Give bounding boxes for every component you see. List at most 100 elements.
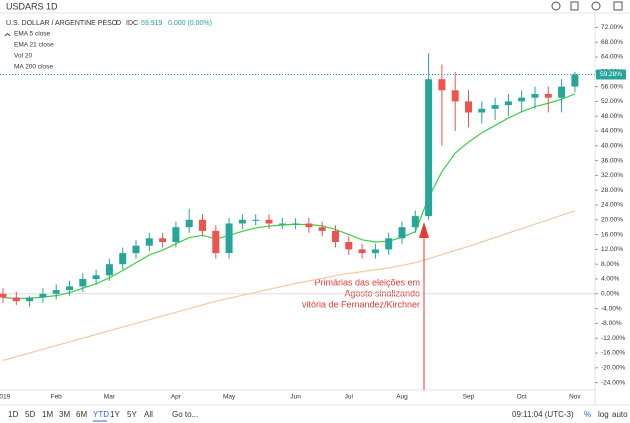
candle-body xyxy=(318,227,326,231)
candle-body xyxy=(425,79,433,217)
candle-body xyxy=(199,219,206,231)
y-tick-label: 56.00% xyxy=(601,83,623,90)
candle-body xyxy=(491,105,499,109)
candle-body xyxy=(558,86,566,98)
candle-body xyxy=(438,79,446,91)
candle-body xyxy=(12,297,20,302)
candle-body xyxy=(26,297,34,302)
x-tick-label: Apr xyxy=(171,394,182,401)
y-tick-label: -16.00% xyxy=(601,350,625,357)
candle-body xyxy=(544,94,552,98)
range-button[interactable]: 5D xyxy=(25,410,35,419)
y-tick-label: 12.00% xyxy=(601,246,623,253)
range-button[interactable]: 3M xyxy=(59,410,70,419)
candle-body xyxy=(185,219,193,228)
candle-body xyxy=(79,279,87,287)
last-price-box xyxy=(596,69,626,80)
range-button[interactable]: 1Y xyxy=(110,410,120,419)
candle-body xyxy=(504,101,512,106)
candle-body xyxy=(105,264,113,276)
chart-title: U.S. DOLLAR / ARGENTINE PESO xyxy=(6,20,118,27)
y-tick-label: 64.00% xyxy=(601,54,623,61)
candle-body xyxy=(172,227,180,242)
candle-body xyxy=(292,223,300,225)
candle-body xyxy=(225,223,233,254)
icon[interactable] xyxy=(551,1,561,11)
y-tick-label: -20.00% xyxy=(601,365,625,372)
candle-body xyxy=(531,94,539,98)
candle-body xyxy=(119,253,127,265)
y-tick-label: 44.00% xyxy=(601,128,623,135)
x-tick-label: Oct xyxy=(517,394,527,401)
range-button[interactable]: 6M xyxy=(76,410,87,419)
x-tick-label: Sep xyxy=(463,394,475,401)
x-tick-label: Jun xyxy=(290,394,301,401)
indicator-line xyxy=(2,93,576,300)
goto[interactable]: Go to... xyxy=(172,410,198,419)
range-button[interactable]: 5Y xyxy=(127,410,137,419)
scale-mode[interactable]: auto xyxy=(612,410,628,419)
last-price-label: 59.28% xyxy=(600,71,622,78)
range-button[interactable]: YTD xyxy=(93,410,109,419)
range-button[interactable]: 1M xyxy=(42,410,53,419)
change: 0.000 (0.00%) xyxy=(168,20,212,27)
annotation-arrow xyxy=(419,222,429,238)
y-tick-label: 20.00% xyxy=(601,217,623,224)
candle-body xyxy=(278,223,286,225)
y-tick-label: 28.00% xyxy=(601,187,623,194)
candle-body xyxy=(39,293,47,298)
candle-body xyxy=(238,219,246,224)
y-tick-label: 0.00% xyxy=(601,291,620,298)
scale-mode[interactable]: log xyxy=(598,410,609,419)
candle-body xyxy=(451,90,459,102)
candle-body xyxy=(212,230,220,254)
interval[interactable]: 1D xyxy=(46,1,58,11)
x-tick-label: Nov xyxy=(569,394,581,401)
legend-label: EMA 21 close xyxy=(14,42,54,49)
candle-body xyxy=(358,249,366,254)
y-tick-label: 4.00% xyxy=(601,276,620,283)
legend-label: MA 200 close xyxy=(14,64,53,71)
candle-body xyxy=(159,238,167,242)
annotation xyxy=(419,222,429,390)
candle-body xyxy=(265,219,273,224)
legend-label: EMA 5 close xyxy=(14,31,51,38)
candle-body xyxy=(92,275,100,279)
source: IDC xyxy=(126,20,138,27)
y-tick-label: 68.00% xyxy=(601,39,623,46)
y-tick-label: 16.00% xyxy=(601,231,623,238)
range-button[interactable]: 1D xyxy=(8,410,18,419)
y-tick-label: 72.00% xyxy=(601,24,623,31)
scale-mode[interactable]: % xyxy=(584,410,591,419)
x-tick-label: Aug xyxy=(396,394,408,401)
candle-body xyxy=(465,101,472,113)
indicator-line xyxy=(2,210,576,361)
y-tick-label: 32.00% xyxy=(601,172,623,179)
annotation-text: Primárias das eleições em xyxy=(314,277,420,287)
candle-body xyxy=(132,245,140,254)
icon[interactable] xyxy=(570,1,579,11)
icon[interactable] xyxy=(613,1,623,11)
x-tick-label: Feb xyxy=(51,394,63,401)
legend-label: Vol 20 xyxy=(14,53,32,60)
y-tick-label: -4.00% xyxy=(601,305,622,312)
y-tick-label: 24.00% xyxy=(601,202,623,209)
last: 59.919 xyxy=(141,20,163,27)
icon[interactable] xyxy=(591,1,601,11)
candle-body xyxy=(571,74,579,87)
symbol[interactable]: USDARS xyxy=(6,1,44,11)
candle-body xyxy=(0,293,7,298)
y-tick-label: 52.00% xyxy=(601,98,623,105)
candle-body xyxy=(305,223,313,228)
y-tick-label: 40.00% xyxy=(601,143,623,150)
candle-body xyxy=(411,216,419,228)
range-button[interactable]: All xyxy=(144,410,153,419)
legend-toggle[interactable] xyxy=(4,32,11,37)
annotation-text: vitória de Fernandez/Kirchner xyxy=(302,299,420,309)
x-tick-label: Mar xyxy=(104,394,116,401)
candle-body xyxy=(385,238,393,250)
x-tick-label: Jul xyxy=(345,394,354,401)
y-tick-label: -8.00% xyxy=(601,320,622,327)
